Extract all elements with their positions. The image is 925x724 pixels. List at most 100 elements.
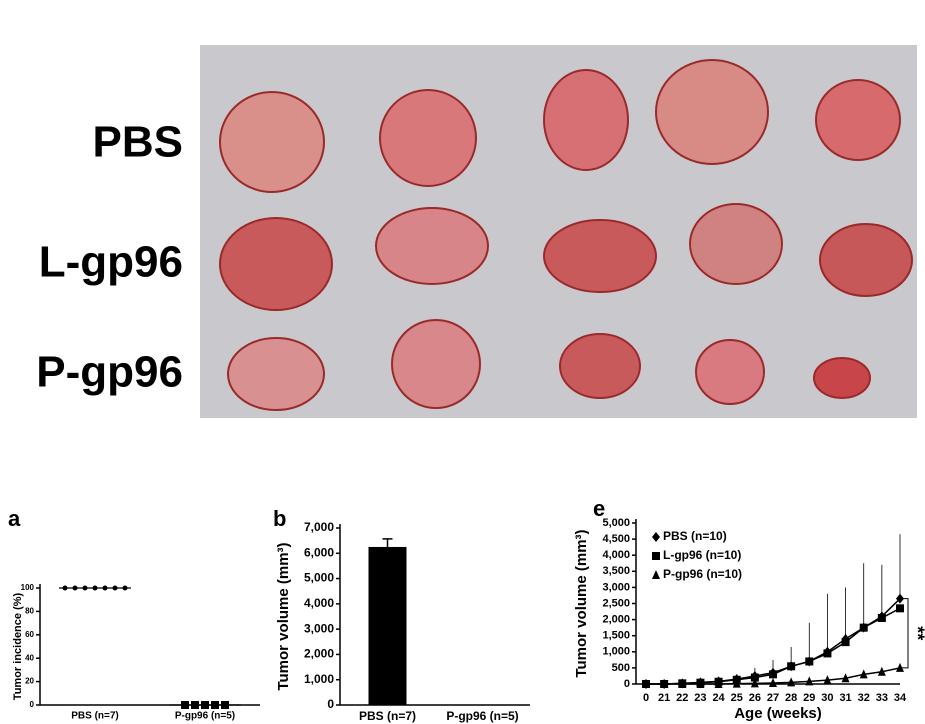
y-tick-label: 0 bbox=[624, 678, 630, 690]
marker bbox=[732, 678, 741, 688]
y-tick-label: 4,500 bbox=[602, 533, 630, 545]
photo-label: P-gp96 bbox=[36, 348, 183, 397]
marker bbox=[201, 701, 209, 709]
y-tick-label: 1,000 bbox=[602, 646, 630, 658]
legend-label: PBS (n=10) bbox=[663, 529, 727, 543]
marker bbox=[841, 638, 850, 647]
y-tick-label: 100 bbox=[21, 583, 35, 592]
marker bbox=[823, 675, 832, 685]
photo-label: PBS bbox=[93, 118, 183, 167]
panel-letter: b bbox=[273, 506, 286, 531]
tumors bbox=[219, 59, 913, 411]
marker bbox=[62, 585, 68, 591]
marker bbox=[750, 673, 759, 682]
y-axis-label: Tumor volume (mm³) bbox=[275, 542, 292, 690]
marker bbox=[805, 676, 814, 686]
y-tick-label: 60 bbox=[25, 630, 34, 639]
marker bbox=[896, 662, 904, 672]
marker bbox=[678, 679, 687, 688]
y-tick-label: 1,000 bbox=[304, 672, 334, 686]
marker bbox=[896, 593, 904, 604]
marker bbox=[652, 570, 660, 579]
y-axis-label: Tumor volume (mm³) bbox=[573, 529, 590, 677]
x-tick-label: 25 bbox=[731, 692, 743, 704]
x-tick-label: 31 bbox=[839, 692, 851, 704]
y-tick-label: 500 bbox=[612, 662, 630, 674]
legend-label: L-gp96 (n=10) bbox=[663, 548, 741, 562]
y-tick-label: 5,000 bbox=[304, 571, 334, 585]
significance-bracket bbox=[902, 598, 909, 669]
marker bbox=[769, 670, 777, 679]
marker bbox=[72, 585, 78, 591]
y-tick-label: 3,500 bbox=[602, 565, 630, 577]
marker bbox=[787, 677, 796, 687]
panel-letter: a bbox=[8, 506, 21, 531]
marker bbox=[102, 585, 108, 591]
marker bbox=[642, 679, 650, 688]
marker bbox=[221, 701, 229, 709]
marker bbox=[877, 613, 886, 622]
x-axis-label: Age (weeks) bbox=[734, 705, 822, 722]
x-tick-label: 22 bbox=[676, 692, 688, 704]
annotation: ** bbox=[907, 626, 925, 640]
marker bbox=[82, 585, 88, 591]
marker bbox=[859, 623, 868, 632]
x-tick-label: 28 bbox=[785, 692, 797, 704]
marker bbox=[696, 679, 705, 688]
x-tick-label: PBS (n=7) bbox=[71, 711, 119, 722]
marker bbox=[652, 532, 660, 542]
y-tick-label: 20 bbox=[25, 677, 34, 686]
x-tick-label: 21 bbox=[658, 692, 670, 704]
x-tick-label: 33 bbox=[876, 692, 888, 704]
x-tick-label: 32 bbox=[858, 692, 870, 704]
marker bbox=[750, 678, 759, 688]
marker bbox=[805, 657, 814, 666]
marker bbox=[660, 679, 669, 688]
bar bbox=[368, 546, 407, 705]
marker bbox=[92, 585, 98, 591]
marker bbox=[191, 701, 199, 709]
marker bbox=[769, 678, 777, 688]
x-tick-label: PBS (n=7) bbox=[359, 709, 416, 723]
x-tick-label: P-gp96 (n=5) bbox=[446, 709, 518, 723]
marker bbox=[896, 604, 904, 613]
panel-letter: e bbox=[593, 496, 605, 521]
y-tick-label: 0 bbox=[327, 697, 334, 711]
y-tick-label: 1,500 bbox=[602, 630, 630, 642]
y-tick-label: 3,000 bbox=[602, 581, 630, 593]
y-tick-label: 80 bbox=[25, 607, 34, 616]
y-tick-label: 2,500 bbox=[602, 597, 630, 609]
x-tick-label: 23 bbox=[694, 692, 706, 704]
marker bbox=[823, 649, 832, 658]
marker bbox=[211, 701, 219, 709]
y-tick-label: 5,000 bbox=[602, 517, 630, 529]
y-tick-label: 2,000 bbox=[304, 647, 334, 661]
marker bbox=[877, 666, 886, 676]
y-tick-label: 3,000 bbox=[304, 621, 334, 635]
x-tick-label: 0 bbox=[643, 692, 649, 704]
x-tick-label: 29 bbox=[803, 692, 815, 704]
marker bbox=[181, 701, 189, 709]
y-tick-label: 4,000 bbox=[602, 549, 630, 561]
marker bbox=[122, 585, 128, 591]
y-tick-label: 0 bbox=[30, 700, 35, 709]
marker bbox=[787, 662, 796, 671]
legend-label: P-gp96 (n=10) bbox=[663, 567, 742, 581]
y-tick-label: 6,000 bbox=[304, 545, 334, 559]
x-tick-label: 34 bbox=[894, 692, 907, 704]
y-tick-label: 2,000 bbox=[602, 614, 630, 626]
x-tick-label: P-gp96 (n=5) bbox=[175, 711, 235, 722]
y-tick-label: 4,000 bbox=[304, 596, 334, 610]
marker bbox=[714, 679, 723, 688]
x-tick-label: 30 bbox=[821, 692, 833, 704]
y-axis-label: Tumor incidence (%) bbox=[12, 592, 24, 700]
marker bbox=[859, 669, 868, 679]
y-tick-label: 7,000 bbox=[304, 520, 334, 534]
x-tick-label: 26 bbox=[749, 692, 761, 704]
marker bbox=[112, 585, 118, 591]
marker bbox=[841, 673, 850, 683]
x-tick-label: 24 bbox=[712, 692, 725, 704]
photo-label: L-gp96 bbox=[39, 238, 183, 287]
marker bbox=[652, 552, 660, 560]
